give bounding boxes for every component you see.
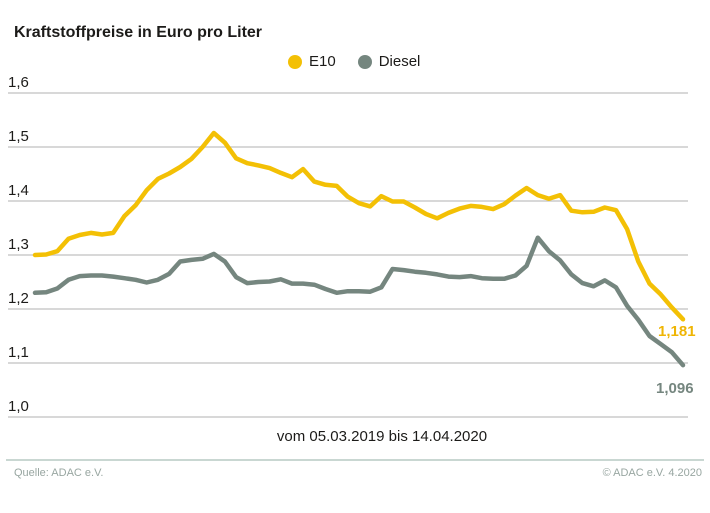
legend-item-diesel: Diesel [357, 53, 421, 70]
date-range-label: vom 05.03.2019 bis 14.04.2020 [276, 428, 488, 445]
series-line-diesel [32, 235, 686, 368]
e10-end-value-label: 1,181 [658, 323, 696, 340]
chart-title: Kraftstoffpreise in Euro pro Liter [14, 24, 263, 41]
series-line-e10 [32, 130, 686, 322]
footer-copyright: © ADAC e.V. 4.2020 [602, 467, 702, 479]
diesel-dot-icon [357, 54, 372, 69]
y-tick-label: 1,5 [8, 128, 29, 145]
diesel-end-value-label: 1,096 [656, 380, 694, 397]
y-tick-label: 1,6 [8, 74, 29, 91]
legend-label-e10: E10 [309, 53, 336, 70]
legend-item-e10: E10 [288, 53, 336, 70]
y-tick-label: 1,2 [8, 290, 29, 307]
legend: E10 Diesel [288, 53, 420, 70]
legend-label-diesel: Diesel [378, 53, 421, 70]
y-tick-label: 1,1 [8, 344, 29, 361]
footer-source: Quelle: ADAC e.V. [14, 467, 104, 479]
y-tick-label: 1,0 [8, 398, 29, 415]
footer-divider [6, 459, 704, 461]
e10-dot-icon [288, 54, 302, 69]
y-tick-label: 1,3 [8, 236, 29, 253]
y-tick-label: 1,4 [8, 182, 29, 199]
